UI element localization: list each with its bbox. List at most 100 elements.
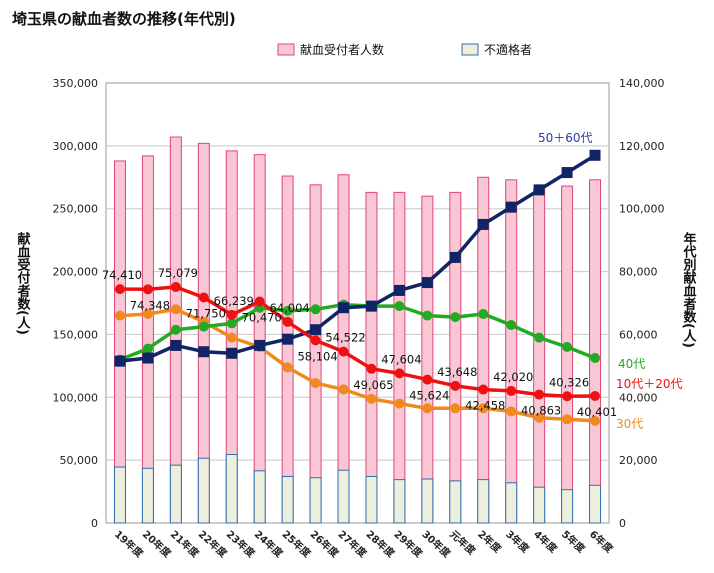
marker-40代 (170, 324, 181, 335)
marker-10代+20代 (338, 346, 349, 357)
marker-30代 (422, 403, 433, 414)
marker-40代 (226, 318, 237, 329)
x-tick-label: 元年度 (447, 528, 479, 558)
x-tick-label: 25年度 (280, 528, 315, 561)
data-label-10-20: 40,326 (549, 375, 589, 389)
bar-received (281, 175, 294, 524)
chart-title: 埼玉県の献血者数の推移(年代別) (12, 10, 236, 28)
bar-unqualified (113, 466, 126, 524)
y-axis-right-label: 年代別献血者数(人) (681, 231, 698, 347)
bar-unqualified (169, 464, 182, 524)
marker-50+60代 (505, 201, 517, 213)
data-label-10-20: 40,863 (521, 404, 561, 418)
y-right-tick-label: 20,000 (619, 454, 658, 467)
x-tick-label: 2年度 (475, 528, 504, 556)
marker-50+60代 (589, 149, 601, 161)
bar-unqualified (533, 486, 546, 524)
marker-10代+20代 (254, 296, 265, 307)
y-left-tick-label: 350,000 (53, 77, 99, 90)
data-label-10-20: 74,410 (102, 268, 142, 282)
bar-received (421, 195, 434, 524)
marker-10代+20代 (394, 368, 405, 379)
y-axis-right: 0 20,000 40,000 60,000 80,000 100,000 120,000 1… (619, 77, 665, 530)
y-right-tick-label: 80,000 (619, 266, 658, 279)
series-label-10-20: 10代＋20代 (616, 377, 683, 391)
marker-30代 (282, 362, 293, 373)
x-tick-label: 27年度 (336, 528, 371, 561)
marker-50+60代 (365, 300, 377, 312)
bar-unqualified (365, 475, 378, 524)
data-label-10-20: 58,104 (297, 349, 337, 363)
data-label-10-20: 71,750 (186, 307, 226, 321)
bar-unqualified (309, 477, 322, 524)
data-label-10-20: 42,020 (493, 370, 533, 384)
series-label-50-60: 50＋60代 (538, 131, 593, 145)
bar-received (589, 179, 602, 524)
y-left-tick-label: 300,000 (53, 140, 99, 153)
marker-40代 (142, 343, 153, 354)
x-tick-label: 30年度 (419, 528, 454, 561)
x-tick-label: 5年度 (559, 528, 588, 556)
bar-unqualified (561, 489, 574, 524)
data-label-10-20: 64,004 (270, 301, 310, 315)
x-tick-label: 19年度 (112, 528, 147, 561)
marker-10代+20代 (478, 384, 489, 395)
x-tick-label: 20年度 (140, 528, 175, 561)
bar-unqualified (505, 482, 518, 524)
marker-50+60代 (561, 167, 573, 179)
marker-50+60代 (170, 339, 182, 351)
marker-10代+20代 (142, 284, 153, 295)
marker-50+60代 (226, 347, 238, 359)
y-left-tick-label: 100,000 (53, 391, 99, 404)
marker-10代+20代 (114, 284, 125, 295)
data-label-10-20: 54,522 (325, 331, 365, 345)
legend-swatch-received (277, 43, 295, 56)
bar-received (253, 154, 266, 524)
bar-unqualified (141, 467, 154, 524)
bar-unqualified (393, 479, 406, 524)
marker-30代 (114, 310, 125, 321)
marker-30代 (310, 378, 321, 389)
marker-30代 (534, 412, 545, 423)
legend-swatch-unqualified (461, 43, 479, 56)
y-right-tick-label: 120,000 (619, 140, 665, 153)
marker-50+60代 (254, 339, 266, 351)
markers (114, 149, 601, 426)
marker-10代+20代 (534, 389, 545, 400)
marker-50+60代 (338, 302, 350, 314)
marker-40代 (478, 309, 489, 319)
data-label-10-20: 49,065 (353, 378, 393, 392)
bar-received (561, 185, 574, 524)
x-tick-label: 23年度 (224, 528, 259, 561)
y-left-tick-label: 150,000 (53, 328, 99, 341)
x-tick-label: 22年度 (196, 528, 231, 561)
marker-30代 (338, 384, 349, 395)
marker-10代+20代 (226, 309, 237, 320)
bar-unqualified (421, 478, 434, 524)
marker-40代 (450, 312, 461, 323)
bar-received (505, 179, 518, 524)
marker-10代+20代 (198, 292, 209, 303)
marker-30代 (590, 415, 601, 426)
x-tick-label: 4年度 (531, 528, 560, 556)
marker-10代+20代 (590, 391, 601, 402)
marker-10代+20代 (506, 385, 517, 396)
marker-10代+20代 (422, 374, 433, 385)
marker-40代 (198, 321, 209, 332)
bar-unqualified (225, 453, 238, 524)
data-label-10-20: 66,239 (214, 294, 254, 308)
x-tick-label: 28年度 (363, 528, 398, 561)
marker-30代 (394, 398, 405, 409)
legend-label-unqualified: 不適格者 (484, 42, 532, 57)
marker-40代 (422, 310, 433, 321)
marker-50+60代 (282, 333, 294, 345)
marker-50+60代 (114, 355, 126, 367)
bar-unqualified (197, 457, 210, 524)
y-right-tick-label: 40,000 (619, 391, 658, 404)
x-tick-label: 26年度 (308, 528, 343, 561)
marker-50+60代 (198, 346, 210, 358)
x-tick-label: 29年度 (391, 528, 426, 561)
data-label-10-20: 47,604 (381, 352, 421, 366)
